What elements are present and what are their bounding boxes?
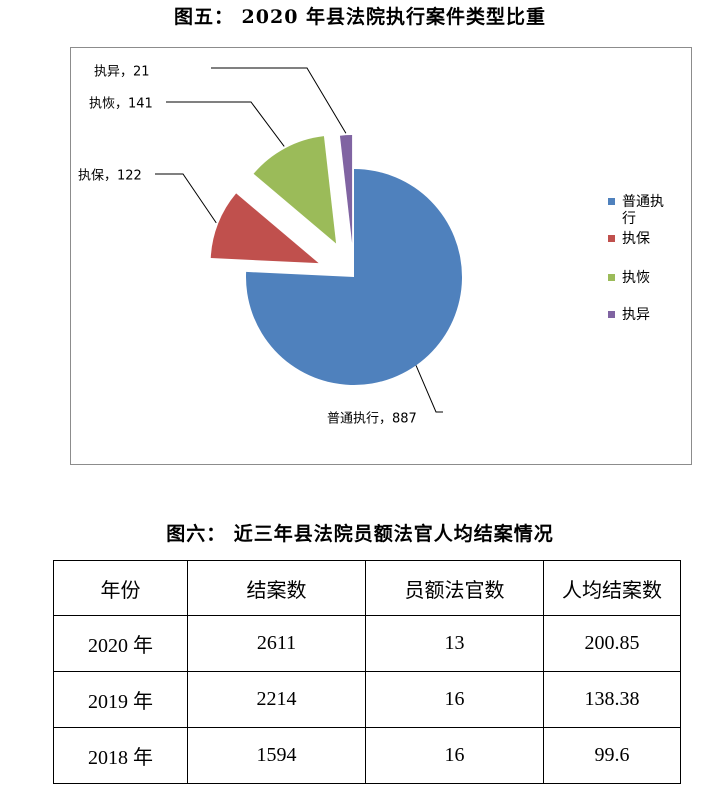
judge-caseload-table: 年份 结案数 员额法官数 人均结案数 2020 年 2611 13 200.85… <box>53 560 681 784</box>
legend-swatch-resumed <box>608 274 615 281</box>
legend-swatch-preservation <box>608 235 615 242</box>
table-row: 2018 年 1594 16 99.6 <box>53 727 681 784</box>
pie-slice-preservation <box>210 193 319 264</box>
data-label-regular: 普通执行，887 <box>327 412 417 427</box>
pie-chart-frame: 普通执行，887 执保，122 执恢，141 执异，21 普通执行执保执恢执异 <box>70 47 692 465</box>
legend-label-resumed: 执恢 <box>622 270 650 286</box>
header-cases-closed: 结案数 <box>187 560 366 616</box>
cell-year: 2020 年 <box>53 615 188 672</box>
cell-cases-closed: 2214 <box>187 671 366 728</box>
cell-cases-per-judge: 99.6 <box>543 727 681 784</box>
legend-label-objection: 执异 <box>622 307 650 323</box>
data-label-preservation: 执保，122 <box>78 169 142 184</box>
leader-line-resumed <box>166 101 285 147</box>
legend-label-regular: 普通执行 <box>622 194 664 227</box>
cell-cases-closed: 1594 <box>187 727 366 784</box>
pie-slice-regular <box>246 169 462 386</box>
cell-judge-count: 13 <box>365 615 544 672</box>
leader-line-objection <box>211 67 347 134</box>
table-header-row: 年份 结案数 员额法官数 人均结案数 <box>53 560 681 616</box>
cell-cases-per-judge: 138.38 <box>543 671 681 728</box>
cell-cases-per-judge: 200.85 <box>543 615 681 672</box>
legend-label-preservation: 执保 <box>622 231 650 247</box>
data-label-resumed: 执恢，141 <box>89 97 153 112</box>
cell-cases-closed: 2611 <box>187 615 366 672</box>
cell-year: 2018 年 <box>53 727 188 784</box>
chart-title: 图五： 2020 年县法院执行案件类型比重 <box>173 6 547 28</box>
pie-slice-resumed <box>253 136 337 244</box>
table-row: 2019 年 2214 16 138.38 <box>53 671 681 728</box>
table-title: 图六： 近三年县法院员额法官人均结案情况 <box>166 523 554 545</box>
legend-swatch-regular <box>608 198 615 205</box>
cell-judge-count: 16 <box>365 727 544 784</box>
legend-swatch-objection <box>608 311 615 318</box>
leader-line-preservation <box>155 173 217 224</box>
header-cases-per-judge: 人均结案数 <box>543 560 681 616</box>
cell-year: 2019 年 <box>53 671 188 728</box>
leader-line-regular <box>415 365 443 413</box>
cell-judge-count: 16 <box>365 671 544 728</box>
header-year: 年份 <box>53 560 188 616</box>
pie-slice-objection <box>339 135 353 244</box>
data-label-objection: 执异，21 <box>94 65 150 80</box>
table-row: 2020 年 2611 13 200.85 <box>53 615 681 672</box>
header-judge-count: 员额法官数 <box>365 560 544 616</box>
